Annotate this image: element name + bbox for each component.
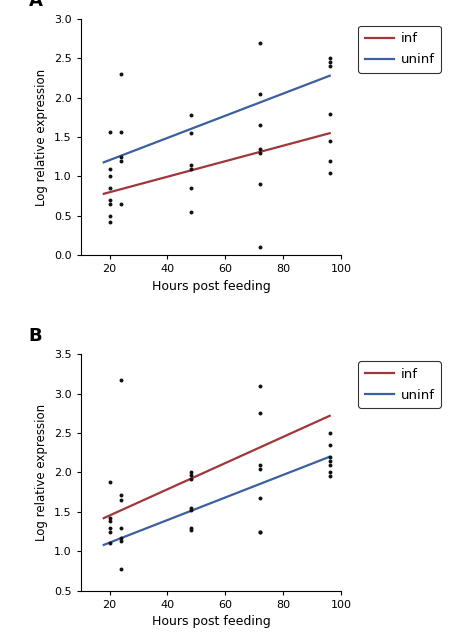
Point	[106, 516, 113, 526]
Point	[106, 513, 113, 523]
Point	[106, 199, 113, 209]
Point	[118, 536, 125, 546]
Point	[106, 195, 113, 205]
Point	[187, 470, 194, 480]
Point	[256, 408, 264, 418]
Point	[106, 217, 113, 227]
Point	[118, 533, 125, 543]
Point	[256, 464, 264, 474]
Point	[326, 451, 334, 462]
Point	[326, 136, 334, 146]
Legend: inf, uninf: inf, uninf	[358, 25, 441, 73]
Point	[118, 495, 125, 505]
Point	[326, 57, 334, 67]
Point	[187, 523, 194, 533]
Text: A: A	[28, 0, 42, 10]
Point	[256, 37, 264, 48]
Point	[106, 126, 113, 137]
Point	[118, 152, 125, 162]
Point	[256, 526, 264, 537]
Point	[326, 53, 334, 64]
Point	[118, 490, 125, 500]
Text: B: B	[28, 327, 42, 345]
Point	[187, 474, 194, 484]
Point	[106, 538, 113, 549]
Legend: inf, uninf: inf, uninf	[358, 361, 441, 408]
X-axis label: Hours post feeding: Hours post feeding	[152, 280, 270, 293]
Point	[326, 455, 334, 465]
Point	[256, 148, 264, 158]
Point	[326, 467, 334, 478]
Point	[187, 164, 194, 174]
Y-axis label: Log relative expression: Log relative expression	[35, 404, 48, 541]
Point	[118, 69, 125, 79]
Point	[326, 428, 334, 438]
Point	[187, 467, 194, 478]
Point	[256, 526, 264, 537]
Point	[106, 477, 113, 487]
Point	[326, 109, 334, 119]
Point	[106, 621, 113, 631]
Point	[326, 460, 334, 470]
Point	[326, 168, 334, 178]
Y-axis label: Log relative expression: Log relative expression	[35, 69, 48, 206]
Point	[187, 503, 194, 513]
Point	[106, 526, 113, 537]
Point	[256, 120, 264, 130]
Point	[106, 211, 113, 221]
Point	[106, 184, 113, 194]
Point	[118, 156, 125, 166]
Point	[118, 523, 125, 533]
Point	[256, 493, 264, 503]
Point	[326, 471, 334, 481]
Point	[106, 523, 113, 533]
Point	[256, 179, 264, 189]
Point	[106, 171, 113, 182]
Point	[187, 110, 194, 120]
Point	[326, 440, 334, 450]
Point	[256, 460, 264, 470]
Point	[118, 126, 125, 137]
Point	[106, 164, 113, 174]
Point	[256, 243, 264, 253]
Point	[256, 89, 264, 99]
X-axis label: Hours post feeding: Hours post feeding	[152, 615, 270, 628]
Point	[118, 199, 125, 209]
Point	[187, 184, 194, 194]
Point	[187, 159, 194, 170]
Point	[326, 156, 334, 166]
Point	[187, 207, 194, 217]
Point	[187, 525, 194, 535]
Point	[187, 128, 194, 138]
Point	[256, 144, 264, 154]
Point	[118, 563, 125, 573]
Point	[187, 505, 194, 516]
Point	[256, 381, 264, 391]
Point	[326, 61, 334, 71]
Point	[118, 375, 125, 385]
